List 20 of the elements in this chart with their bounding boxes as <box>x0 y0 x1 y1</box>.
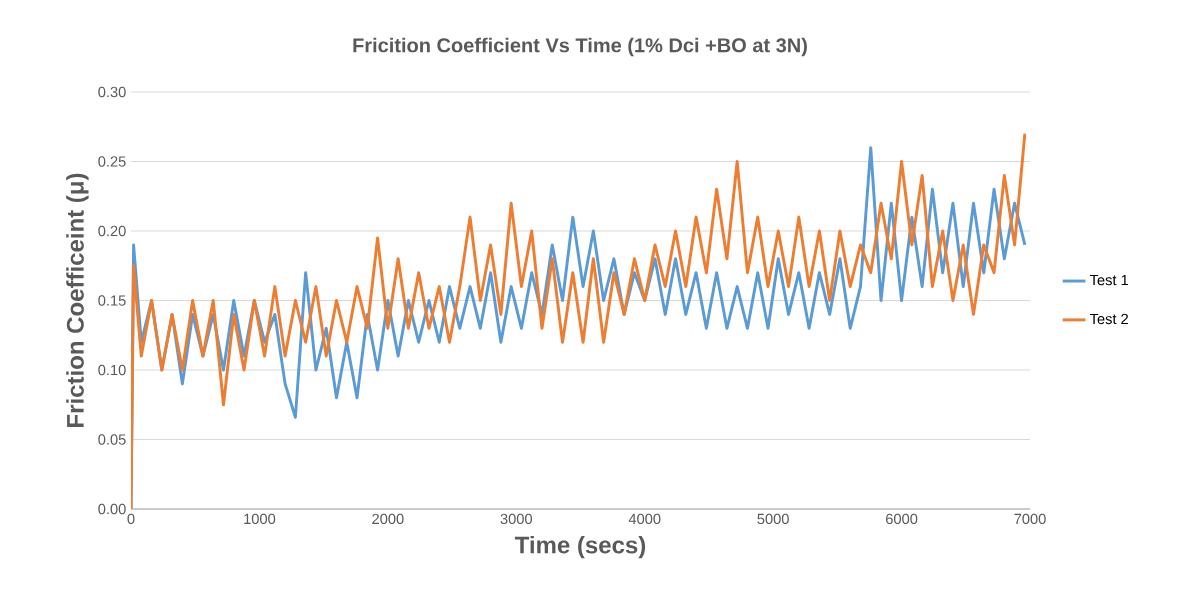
x-tick-label: 2000 <box>372 513 404 525</box>
x-tick-label: 4000 <box>628 513 661 525</box>
legend-label: Test 1 <box>1089 275 1129 286</box>
y-tick-label: 0.10 <box>98 364 126 376</box>
x-tick-label: 3000 <box>500 513 533 525</box>
x-tick-label: 0 <box>127 513 135 525</box>
x-tick-label: 5000 <box>757 513 789 525</box>
x-tick-label: 7000 <box>1014 513 1046 525</box>
x-tick-label: 1000 <box>244 513 276 525</box>
chart-title: Fricition Coefficient Vs Time (1% Dci +BO at 3N) <box>353 37 807 57</box>
legend-label: Test 2 <box>1089 313 1128 325</box>
y-tick-label: 0.05 <box>98 434 126 445</box>
y-tick-label: 0.30 <box>98 86 126 98</box>
y-tick-label: 0.15 <box>98 295 126 306</box>
x-tick-label: 6000 <box>886 513 918 525</box>
x-axis-title: Time (secs) <box>514 535 646 559</box>
y-tick-label: 0.25 <box>98 156 126 167</box>
y-axis-title: Friction Coefficeint (μ) <box>66 173 89 427</box>
y-tick-label: 0.00 <box>98 503 126 515</box>
y-tick-label: 0.20 <box>98 225 126 237</box>
